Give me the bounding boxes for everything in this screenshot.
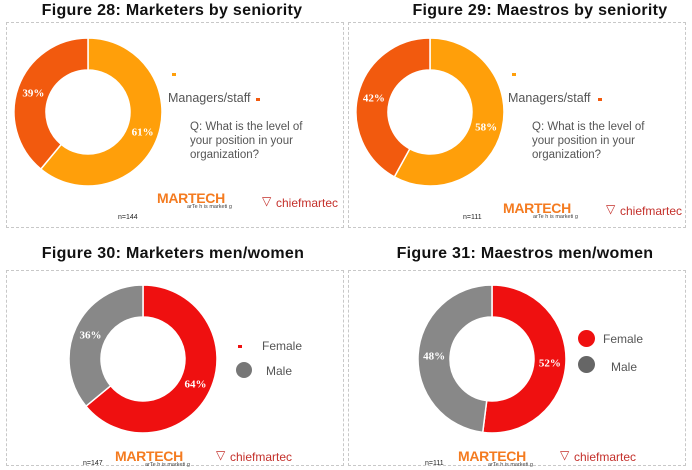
legend-label-female: Female bbox=[603, 332, 644, 346]
data-label: 61% bbox=[132, 127, 154, 139]
figure-28-title: Figure 28: Marketers by seniority bbox=[41, 2, 303, 19]
data-label: 48% bbox=[423, 350, 445, 362]
figure-29-donut-chart: 58% 42% bbox=[355, 37, 505, 187]
figure-30-donut-chart: 64% 36% bbox=[68, 284, 218, 434]
chiefmartec-v-icon: ▽ bbox=[560, 448, 570, 462]
figure-31-title: Figure 31: Maestros men/women bbox=[396, 245, 654, 262]
data-label: 39% bbox=[22, 87, 44, 99]
figure-29-title: Figure 29: Maestros by seniority bbox=[412, 2, 668, 19]
legend-label-managers-staff: Managers/staff bbox=[168, 91, 251, 105]
donut-slice-male bbox=[68, 284, 144, 408]
legend-marker-female bbox=[238, 345, 242, 348]
legend-marker-staff bbox=[512, 73, 516, 76]
legend-label-male: Male bbox=[266, 364, 293, 378]
chiefmartec-v-icon: ▽ bbox=[606, 202, 616, 216]
sample-size-label: n=147 bbox=[83, 460, 103, 467]
legend-marker-managers bbox=[598, 98, 602, 101]
donut-slice-male bbox=[417, 284, 493, 434]
donut-slice-female bbox=[481, 284, 567, 434]
legend-marker-female bbox=[578, 330, 595, 347]
chiefmartec-v-icon: ▽ bbox=[262, 194, 272, 208]
legend-marker-managers bbox=[256, 98, 260, 101]
figure-30-panel bbox=[6, 270, 344, 466]
martech-logo: MARTECH arTe h is marketi g bbox=[503, 200, 578, 220]
donut-slice-staff bbox=[39, 37, 163, 187]
figure-29-panel bbox=[348, 22, 686, 228]
donut-slice-managers bbox=[13, 37, 89, 171]
sample-size-label: n=111 bbox=[425, 460, 444, 467]
martech-logo: MARTECH arTe h is marketi g bbox=[458, 448, 533, 468]
data-label: 36% bbox=[80, 329, 102, 341]
data-label: 64% bbox=[184, 379, 206, 391]
martech-logo: MARTECH arTe h is marketi g bbox=[115, 448, 190, 468]
seniority-question-text: Q: What is the level of your position in… bbox=[532, 121, 645, 161]
figure-28-donut-chart: 61% 39% bbox=[13, 37, 163, 187]
figure-31-donut-chart: 52% 48% bbox=[417, 284, 567, 434]
donut-slice-managers bbox=[355, 37, 431, 178]
data-label: 42% bbox=[363, 93, 385, 105]
donut-slice-staff bbox=[393, 37, 505, 187]
sample-size-label: n=111 bbox=[463, 214, 482, 221]
figure-30-title: Figure 30: Marketers men/women bbox=[41, 245, 305, 262]
legend-marker-male bbox=[236, 362, 252, 378]
legend-label-managers-staff: Managers/staff bbox=[508, 91, 591, 105]
legend-marker-staff bbox=[172, 73, 176, 76]
sample-size-label: n=144 bbox=[118, 214, 138, 221]
figure-28-panel bbox=[6, 22, 344, 228]
legend-marker-male bbox=[578, 356, 595, 373]
chiefmartec-v-icon: ▽ bbox=[216, 448, 226, 462]
figure-31-panel bbox=[348, 270, 686, 466]
seniority-question-text: Q: What is the level of your position in… bbox=[190, 121, 303, 161]
data-label: 58% bbox=[475, 121, 497, 133]
data-label: 52% bbox=[539, 358, 561, 370]
donut-slice-female bbox=[84, 284, 218, 434]
legend-label-female: Female bbox=[262, 339, 303, 353]
legend-label-male: Male bbox=[611, 360, 638, 374]
martech-logo: MARTECH arTe h is marketi g bbox=[157, 190, 232, 210]
